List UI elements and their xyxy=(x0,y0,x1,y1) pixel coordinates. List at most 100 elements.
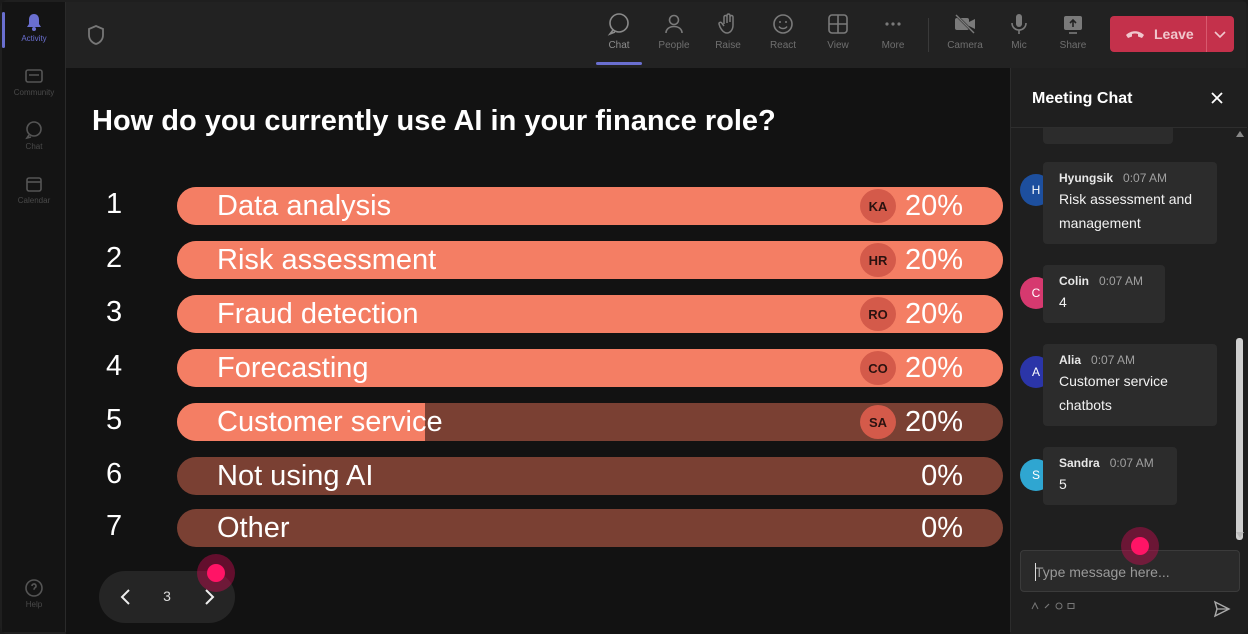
toolbar-share-button[interactable]: Share xyxy=(1048,12,1098,62)
toolbar-react-button[interactable]: React xyxy=(758,12,808,62)
chevron-left-icon[interactable] xyxy=(115,585,137,609)
message-input[interactable] xyxy=(1035,561,1225,583)
community-icon xyxy=(25,69,43,83)
chevron-down-icon[interactable] xyxy=(1212,26,1228,42)
poll-stage: How do you currently use AI in your fina… xyxy=(66,68,1010,634)
chat-scrollbar-thumb[interactable] xyxy=(1236,338,1243,540)
rail-item-activity[interactable]: Activity xyxy=(2,12,66,62)
poll-option-percent: 20% xyxy=(904,190,963,222)
rail-item-chat[interactable]: Chat xyxy=(2,120,66,170)
scroll-down-arrow[interactable] xyxy=(1236,532,1244,538)
rail-item-help[interactable]: Help xyxy=(2,578,66,628)
message-text: Customer service xyxy=(1059,373,1168,389)
option-number: 5 xyxy=(106,404,123,436)
poll-option-label: Other xyxy=(217,512,290,544)
message-time: 0:07 AM xyxy=(1109,456,1154,470)
toolbar-label: Raise xyxy=(715,40,741,51)
camera-off-icon xyxy=(955,14,975,34)
help-icon xyxy=(25,579,43,597)
avatar-initial: S xyxy=(1031,468,1040,482)
rail-active-indicator xyxy=(2,12,5,48)
people-icon xyxy=(665,14,683,34)
hand-icon xyxy=(718,13,734,34)
toolbar-label: Camera xyxy=(947,40,983,51)
toolbar-camera-button[interactable]: Camera xyxy=(940,12,990,62)
message-text: management xyxy=(1059,215,1141,231)
bell-icon xyxy=(27,14,41,31)
toolbar-people-button[interactable]: People xyxy=(649,12,699,62)
toolbar-label: Mic xyxy=(1011,40,1027,51)
message-time: 0:07 AM xyxy=(1099,274,1144,288)
send-icon[interactable] xyxy=(1213,600,1231,618)
poll-option-bar[interactable]: Not using AI 0% xyxy=(177,457,1003,495)
poll-option-label: Customer service xyxy=(217,406,443,438)
poll-option-bar[interactable]: Other 0% xyxy=(177,509,1003,547)
close-icon[interactable] xyxy=(1209,90,1225,106)
message-text: 5 xyxy=(1059,476,1067,492)
phone-hangup-icon xyxy=(1126,31,1144,38)
toolbar-raise-button[interactable]: Raise xyxy=(703,12,753,62)
chat-panel-title: Meeting Chat xyxy=(1032,90,1133,107)
poll-option-bar[interactable]: Data analysis KA 20% xyxy=(177,187,1003,225)
message-header: Sandra 0:07 AM xyxy=(1059,456,1161,470)
poll-option-percent: 20% xyxy=(904,298,963,330)
emoji-icon[interactable] xyxy=(1055,602,1063,610)
message-header: Colin 0:07 AM xyxy=(1059,274,1149,288)
toolbar-chat-button[interactable]: Chat xyxy=(594,12,644,62)
meeting-toolbar: Chat People Raise React View More Camera xyxy=(66,2,1246,68)
attach-icon[interactable] xyxy=(1043,602,1051,610)
chat-icon xyxy=(25,121,42,140)
voter-avatar: RO xyxy=(860,297,896,331)
poll-option-percent: 0% xyxy=(921,512,963,544)
toolbar-more-button[interactable]: More xyxy=(868,12,918,62)
rail-item-label: Community xyxy=(13,88,55,97)
rail-item-label: Activity xyxy=(21,34,47,43)
chat-message[interactable]: Sandra 0:07 AM 5 xyxy=(1043,447,1177,505)
poll-option-percent: 20% xyxy=(904,244,963,276)
compose-box[interactable] xyxy=(1020,550,1240,592)
sender-name: Alia xyxy=(1059,353,1082,367)
option-number: 1 xyxy=(106,188,123,220)
toolbar-label: Share xyxy=(1059,40,1087,51)
message-text: Risk assessment and xyxy=(1059,191,1193,207)
poll-option-bar[interactable]: Customer service SA 20% xyxy=(177,403,1003,441)
poll-option-percent: 20% xyxy=(904,352,963,384)
leave-button[interactable]: Leave xyxy=(1110,16,1234,52)
chat-message[interactable]: Colin 0:07 AM 4 xyxy=(1043,265,1165,323)
format-icon[interactable] xyxy=(1031,602,1039,610)
chat-message[interactable]: Alia 0:07 AM Customer service chatbots xyxy=(1043,344,1217,426)
rail-item-community[interactable]: Community xyxy=(2,66,66,116)
shield-icon[interactable] xyxy=(86,24,106,46)
poll-option-label: Not using AI xyxy=(217,460,374,492)
voter-avatar: HR xyxy=(860,243,896,277)
poll-question: How do you currently use AI in your fina… xyxy=(92,105,776,137)
toolbar-label: People xyxy=(658,40,690,51)
help-label: Help xyxy=(25,600,43,609)
chevron-right-icon[interactable] xyxy=(198,585,220,609)
chat-header-divider xyxy=(1011,127,1247,128)
avatar-initial: H xyxy=(1031,183,1041,197)
chat-active-indicator xyxy=(596,62,642,65)
smiley-icon xyxy=(773,14,793,34)
chat-message[interactable]: Hyungsik 0:07 AM Risk assessment and manage… xyxy=(1043,162,1217,244)
rail-item-label: Chat xyxy=(25,142,43,151)
message-text: chatbots xyxy=(1059,397,1112,413)
sender-name: Colin xyxy=(1059,274,1089,288)
gif-icon[interactable] xyxy=(1067,602,1075,610)
scroll-up-arrow[interactable] xyxy=(1236,131,1244,137)
chat-message-list[interactable]: H Hyungsik 0:07 AM Risk assessment and manag… xyxy=(1011,128,1247,542)
poll-option-bar[interactable]: Risk assessment HR 20% xyxy=(177,241,1003,279)
avatar-initial: C xyxy=(1031,286,1041,300)
rail-item-calendar[interactable]: Calendar xyxy=(2,174,66,224)
text-caret xyxy=(1035,563,1036,581)
message-time: 0:07 AM xyxy=(1091,353,1136,367)
toolbar-view-button[interactable]: View xyxy=(813,12,863,62)
calendar-icon xyxy=(26,177,42,192)
toolbar-mic-button[interactable]: Mic xyxy=(994,12,1044,62)
option-number: 3 xyxy=(106,296,123,328)
toolbar-label: Chat xyxy=(608,40,630,51)
poll-option-bar[interactable]: Forecasting CO 20% xyxy=(177,349,1003,387)
poll-option-bar[interactable]: Fraud detection RO 20% xyxy=(177,295,1003,333)
mic-icon xyxy=(1011,14,1027,34)
